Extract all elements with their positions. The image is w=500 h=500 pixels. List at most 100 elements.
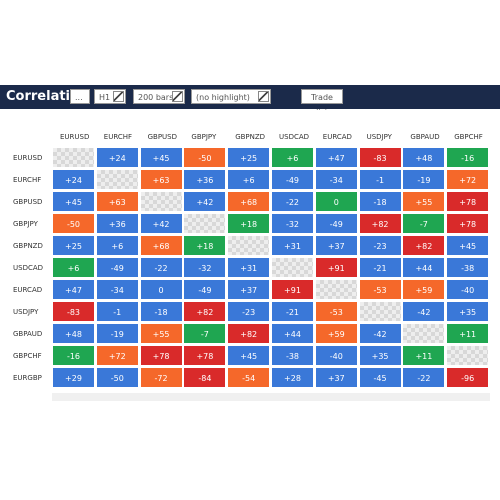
correlation-cell: +18 [227, 213, 271, 234]
correlation-cell: +6 [271, 147, 314, 168]
correlation-cell: +59 [402, 279, 446, 300]
more-button[interactable]: ... [70, 89, 90, 104]
empty-cell [52, 147, 95, 168]
correlation-cell: +42 [183, 191, 227, 212]
correlation-grid: EURUSD EURCHF GBPUSD GBPJPY GBPNZD USDCAD EURC… [0, 110, 500, 410]
correlation-cell: +45 [446, 235, 490, 256]
correlation-cell: -7 [402, 213, 446, 234]
correlation-cell: +37 [314, 235, 358, 256]
toolbar: Correlation ... H1 200 bars (no highligh… [0, 85, 500, 117]
correlation-cell: -18 [358, 191, 402, 212]
correlation-cell: +91 [314, 257, 358, 278]
correlation-cell: -22 [139, 257, 183, 278]
correlation-cell: -54 [227, 367, 271, 388]
correlation-cell: -7 [183, 323, 227, 344]
correlation-cell: -23 [227, 301, 271, 322]
correlation-cell: -84 [183, 367, 227, 388]
correlation-cell: -16 [52, 345, 95, 366]
correlation-cell: +24 [95, 147, 139, 168]
correlation-cell: +78 [183, 345, 227, 366]
correlation-cell: +48 [52, 323, 95, 344]
correlation-cell: +35 [446, 301, 490, 322]
column-header: USDJPY [366, 133, 392, 141]
correlation-cell: +48 [402, 147, 446, 168]
correlation-cell: -21 [358, 257, 402, 278]
correlation-cell: -49 [183, 279, 227, 300]
correlation-cell: -49 [314, 213, 358, 234]
correlation-cell: -19 [402, 169, 446, 190]
correlation-cell: +11 [446, 323, 490, 344]
correlation-cell: -45 [358, 367, 402, 388]
correlation-cell: +68 [139, 235, 183, 256]
correlation-cell: -34 [95, 279, 139, 300]
correlation-cell: +35 [358, 345, 402, 366]
correlation-cell: -53 [358, 279, 402, 300]
correlation-cell: -32 [271, 213, 314, 234]
correlation-cell: -50 [52, 213, 95, 234]
correlation-cell: +37 [314, 367, 358, 388]
correlation-cell: -40 [446, 279, 490, 300]
correlation-cell: +72 [446, 169, 490, 190]
empty-cell [402, 323, 446, 344]
correlation-cell: -18 [139, 301, 183, 322]
empty-cell [314, 279, 358, 300]
bars-select[interactable]: 200 bars [133, 89, 185, 104]
scrollbar[interactable] [52, 393, 490, 401]
correlation-cell: +45 [139, 147, 183, 168]
correlation-cell: -38 [446, 257, 490, 278]
empty-cell [227, 235, 271, 256]
correlation-cell: +31 [271, 235, 314, 256]
correlation-cell: +91 [271, 279, 314, 300]
correlation-cell: -49 [271, 169, 314, 190]
correlation-cell: +45 [52, 191, 95, 212]
correlation-cell: +25 [227, 147, 271, 168]
correlation-cell: +11 [402, 345, 446, 366]
correlation-cell: -34 [314, 169, 358, 190]
column-header: EURCHF [103, 133, 133, 141]
correlation-cell: +82 [402, 235, 446, 256]
correlation-cell: -96 [446, 367, 490, 388]
empty-cell [139, 191, 183, 212]
correlation-cell: -23 [358, 235, 402, 256]
correlation-cell: +47 [314, 147, 358, 168]
row-header: EURCHF [13, 176, 42, 184]
correlation-cell: -42 [402, 301, 446, 322]
correlation-cell: -1 [95, 301, 139, 322]
correlation-cell: +78 [446, 213, 490, 234]
correlation-cell: +31 [227, 257, 271, 278]
correlation-cell: -40 [314, 345, 358, 366]
row-header: GBPNZD [13, 242, 43, 250]
row-header: USDJPY [13, 308, 39, 316]
correlation-cell: +37 [227, 279, 271, 300]
trade-list-button[interactable]: Trade list [301, 89, 343, 117]
correlation-cell: -16 [446, 147, 490, 168]
correlation-cell: +63 [95, 191, 139, 212]
correlation-cell: +25 [52, 235, 95, 256]
correlation-cell: +82 [183, 301, 227, 322]
correlation-cell: -49 [95, 257, 139, 278]
correlation-cell: -50 [183, 147, 227, 168]
column-header: GBPNZD [235, 133, 266, 141]
correlation-cell: -32 [183, 257, 227, 278]
title: Correlation [6, 89, 89, 104]
column-header: GBPAUD [410, 133, 440, 141]
highlight-select[interactable]: (no highlight) [191, 89, 271, 104]
correlation-cell: -22 [402, 367, 446, 388]
column-header: GBPUSD [147, 133, 177, 141]
row-header: EURCAD [13, 286, 43, 294]
correlation-cell: +28 [271, 367, 314, 388]
correlation-cell: +44 [402, 257, 446, 278]
empty-cell [446, 345, 490, 366]
column-header: GBPJPY [191, 133, 217, 141]
empty-cell [183, 213, 227, 234]
timeframe-select[interactable]: H1 [94, 89, 126, 104]
correlation-cell: +45 [227, 345, 271, 366]
empty-cell [271, 257, 314, 278]
correlation-cell: +82 [358, 213, 402, 234]
correlation-cell: +59 [314, 323, 358, 344]
correlation-cell: +78 [139, 345, 183, 366]
correlation-cell: +63 [139, 169, 183, 190]
column-header: EURUSD [60, 133, 90, 141]
row-header: USDCAD [13, 264, 44, 272]
correlation-cell: +6 [95, 235, 139, 256]
